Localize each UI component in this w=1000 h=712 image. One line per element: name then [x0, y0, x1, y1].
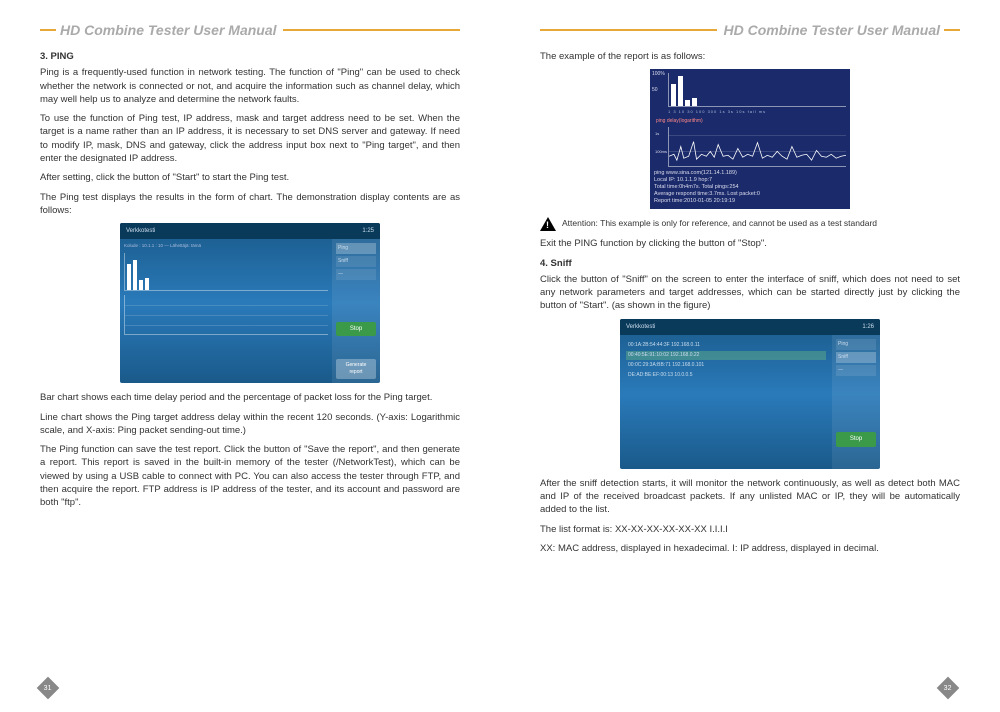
para: Exit the PING function by clicking the b… [540, 237, 960, 250]
y-tick: 100ms [655, 149, 667, 155]
bar [685, 100, 690, 106]
warning-icon [540, 217, 556, 231]
warning-text: Attention: This example is only for refe… [562, 218, 877, 230]
page-left: HD Combine Tester User Manual 3. PING Pi… [0, 0, 500, 712]
header-title: HD Combine Tester User Manual [60, 22, 277, 38]
page-number-text: 31 [44, 684, 52, 691]
gridline [125, 315, 328, 316]
tab-other[interactable]: — [836, 365, 876, 376]
tab-ping[interactable]: Ping [336, 243, 376, 254]
list-item: DE:AD:BE:EF:00:13 10.0.0.5 [626, 371, 826, 380]
report-line-chart: 1s 100ms [668, 127, 846, 167]
warning: Attention: This example is only for refe… [540, 217, 960, 231]
y-label: 50 [652, 87, 658, 94]
para: Ping is a frequently-used function in ne… [40, 66, 460, 106]
ss-info: Kolude : 10.1.1 : 10 — Lähettäjä: tämä [124, 243, 328, 249]
y-label: 100% [652, 71, 665, 78]
report-line: Report time:2010-01-05 20:19:19 [654, 198, 846, 205]
page-header: HD Combine Tester User Manual [540, 22, 960, 38]
tab-sniff[interactable]: Sniff [336, 256, 376, 267]
page-header: HD Combine Tester User Manual [40, 22, 460, 38]
para: The list format is: XX-XX-XX-XX-XX-XX I.… [540, 523, 960, 536]
para: Click the button of "Sniff" on the scree… [540, 273, 960, 313]
bar [678, 76, 683, 106]
stop-button[interactable]: Stop [836, 432, 876, 446]
para: The Ping function can save the test repo… [40, 443, 460, 509]
sniff-list: 00:1A:2B:54:44:3F 192.168.0.11 00:40:5E:… [624, 339, 828, 383]
ping-trace [669, 127, 846, 166]
page-number: 31 [40, 680, 60, 700]
section-sniff-title: 4. Sniff [540, 257, 960, 270]
tab-other[interactable]: — [336, 269, 376, 280]
para: Line chart shows the Ping target address… [40, 411, 460, 438]
gridline [125, 305, 328, 306]
bar-chart [124, 253, 328, 291]
tab-sniff[interactable]: Sniff [836, 352, 876, 363]
ss-time: 1:25 [362, 227, 374, 235]
ss-body: 00:1A:2B:54:44:3F 192.168.0.11 00:40:5E:… [620, 335, 880, 469]
stop-button[interactable]: Stop [336, 322, 376, 336]
content: 3. PING Ping is a frequently-used functi… [40, 50, 460, 510]
ss-main: 00:1A:2B:54:44:3F 192.168.0.11 00:40:5E:… [620, 335, 832, 469]
para: To use the function of Ping test, IP add… [40, 112, 460, 165]
list-item: 00:40:5E:91:10:02 192.168.0.22 [626, 351, 826, 360]
header-accent [944, 29, 960, 31]
list-item: 00:0C:29:3A:BB:71 192.168.0.101 [626, 361, 826, 370]
line-chart [124, 295, 328, 335]
para: The example of the report is as follows: [540, 50, 960, 63]
para: After setting, click the button of "Star… [40, 171, 460, 184]
ping-screenshot: Verkkotesti 1:25 Kolude : 10.1.1 : 10 — … [120, 223, 380, 383]
ss-titlebar: Verkkotesti 1:25 [120, 223, 380, 239]
diamond-icon: 31 [37, 677, 60, 700]
ss-title: Verkkotesti [626, 323, 655, 331]
bar [692, 98, 697, 106]
para: After the sniff detection starts, it wil… [540, 477, 960, 517]
bar [139, 280, 143, 290]
tab-ping[interactable]: Ping [836, 339, 876, 350]
report-line: Total time:0h4m7s. Total pings:254 [654, 184, 846, 191]
save-report-button[interactable]: Generate report [336, 359, 376, 379]
page-number: 32 [940, 680, 960, 700]
report-line: Local IP: 10.1.1.9 hop:7 [654, 177, 846, 184]
para: XX: MAC address, displayed in hexadecima… [540, 542, 960, 555]
page-right: HD Combine Tester User Manual The exampl… [500, 0, 1000, 712]
ss-sidebar: Ping Sniff — Stop Generate report [332, 239, 380, 383]
bar [145, 278, 149, 290]
ss-title: Verkkotesti [126, 227, 155, 235]
para: Bar chart shows each time delay period a… [40, 391, 460, 404]
report-line: Average respond time:3.7ms. Lost packet:… [654, 191, 846, 198]
header-rule [540, 29, 717, 31]
sniff-screenshot: Verkkotesti 1:26 00:1A:2B:54:44:3F 192.1… [620, 319, 880, 469]
bar [133, 260, 137, 290]
diamond-icon: 32 [937, 677, 960, 700]
report-line: ping www.sina.com(121.14.1.189) [654, 170, 846, 177]
list-item: 00:1A:2B:54:44:3F 192.168.0.11 [626, 341, 826, 350]
header-accent [40, 29, 56, 31]
ss-sidebar: Ping Sniff — Stop [832, 335, 880, 469]
x-axis: 1 3 10 30 100 300 1s 3s 10s fail ms [668, 109, 846, 115]
y-tick: 1s [655, 131, 659, 137]
content: The example of the report is as follows:… [540, 50, 960, 555]
page-number-text: 32 [944, 684, 952, 691]
line-chart-title: ping delay(logarithm) [656, 118, 846, 125]
header-rule [283, 29, 460, 31]
gridline [125, 325, 328, 326]
para: The Ping test displays the results in th… [40, 191, 460, 218]
bar [127, 264, 131, 290]
section-ping-title: 3. PING [40, 50, 460, 63]
ss-body: Kolude : 10.1.1 : 10 — Lähettäjä: tämä [120, 239, 380, 383]
report-screenshot: 100% 50 1 3 10 30 100 300 1s 3s 10s fail… [650, 69, 850, 209]
ss-titlebar: Verkkotesti 1:26 [620, 319, 880, 335]
bar [671, 84, 676, 106]
report-bar-chart [668, 73, 846, 107]
ss-time: 1:26 [862, 323, 874, 331]
header-title: HD Combine Tester User Manual [723, 22, 940, 38]
ss-main: Kolude : 10.1.1 : 10 — Lähettäjä: tämä [120, 239, 332, 383]
